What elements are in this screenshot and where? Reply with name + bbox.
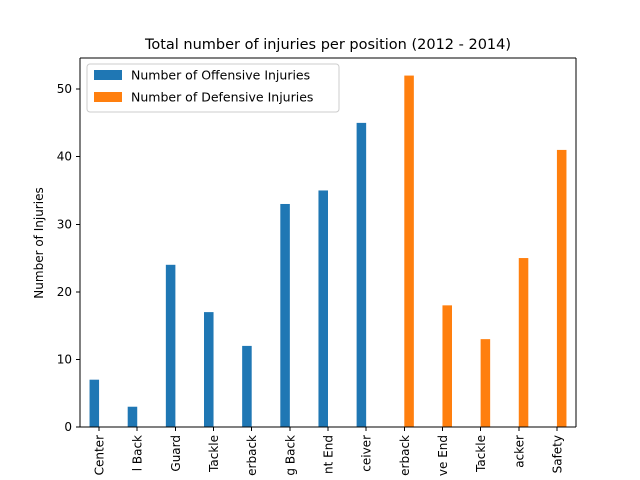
bar-offensive-2 <box>165 264 176 427</box>
y-tick-label: 10 <box>57 352 72 366</box>
bar-offensive-3 <box>204 312 214 427</box>
legend: Number of Offensive Injuries Number of De… <box>86 63 340 113</box>
x-tick-label: Tackle <box>474 435 488 473</box>
x-tick-label: Tackle <box>207 435 221 473</box>
axes-layer: 0 10 20 30 40 50 Center l Back Guard Tackle erback… <box>57 57 577 476</box>
x-tick-label: erback <box>245 435 259 476</box>
y-tick-label: 0 <box>64 420 72 434</box>
x-tick-label: ceiver <box>360 435 374 472</box>
x-tick-label: acker <box>512 435 526 468</box>
bar-offensive-7 <box>356 122 367 427</box>
x-tick-label: nt End <box>322 435 336 474</box>
bar-defensive-10 <box>480 339 491 427</box>
x-tick-label: g Back <box>283 435 297 476</box>
x-tick-label: Safety <box>550 435 564 473</box>
legend-label-defensive: Number of Defensive Injuries <box>131 90 313 105</box>
legend-box <box>86 63 340 113</box>
bar-offensive-4 <box>242 345 252 427</box>
legend-label-offensive: Number of Offensive Injuries <box>131 68 310 83</box>
bar-defensive-12 <box>556 149 567 427</box>
bar-offensive-0 <box>89 379 100 427</box>
bar-defensive-11 <box>518 258 529 427</box>
y-tick-label: 30 <box>57 217 72 231</box>
y-axis-label: Number of Injuries <box>32 187 46 298</box>
chart-title: Total number of injuries per position (2… <box>144 37 511 53</box>
y-tick-label: 50 <box>57 82 72 96</box>
y-tick-label: 20 <box>57 285 72 299</box>
bar-defensive-9 <box>442 305 452 427</box>
x-tick-label: Guard <box>169 435 183 472</box>
x-tick-label: Center <box>93 435 107 475</box>
x-tick-label: ve End <box>436 435 450 476</box>
x-tick-label: erback <box>398 435 412 476</box>
bar-defensive-8 <box>404 75 414 428</box>
bar-offensive-5 <box>280 203 290 427</box>
y-tick-label: 40 <box>57 150 72 164</box>
x-tick-label: l Back <box>131 435 145 471</box>
legend-swatch-offensive <box>94 70 122 80</box>
bars-layer <box>89 75 567 428</box>
bar-offensive-6 <box>318 190 328 427</box>
legend-swatch-defensive <box>94 92 122 102</box>
bar-offensive-1 <box>127 406 138 427</box>
